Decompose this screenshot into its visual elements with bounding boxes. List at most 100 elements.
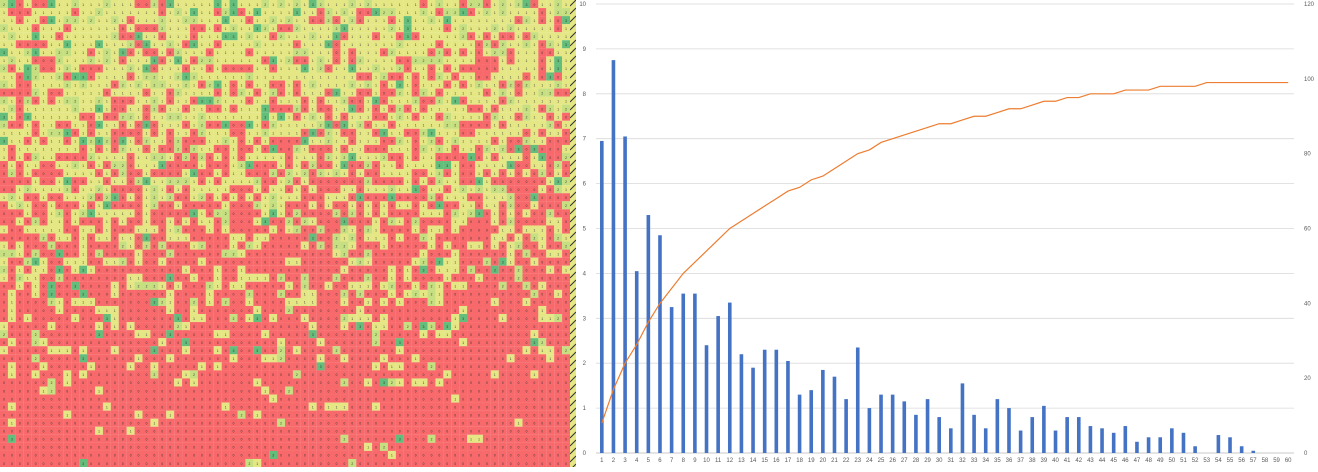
heatmap-cell-value: 1: [541, 236, 543, 240]
heatmap-cell-value: 1: [51, 107, 53, 111]
heatmap-cell-value: 0: [304, 260, 306, 264]
heatmap-cell-value: 2: [328, 19, 330, 23]
heatmap-cell-value: 1: [43, 124, 45, 128]
heatmap-cell: [197, 8, 206, 17]
heatmap-cell-value: 1: [351, 148, 353, 152]
heatmap-cell: [467, 8, 476, 17]
heatmap-cell-value: 3: [51, 19, 53, 23]
heatmap-cell-value: 0: [66, 204, 68, 208]
heatmap-cell-value: 3: [375, 99, 377, 103]
heatmap-cell-value: 0: [328, 244, 330, 248]
heatmap-cell: [387, 40, 396, 49]
heatmap-cell-value: 1: [43, 35, 45, 39]
heatmap-cell-value: 1: [478, 140, 480, 144]
heatmap-cell-value: 2: [565, 180, 567, 184]
heatmap-cell-value: 1: [454, 180, 456, 184]
heatmap-cell-value: 0: [256, 269, 258, 273]
heatmap-cell-value: 2: [288, 180, 290, 184]
heatmap-cell-value: 1: [549, 269, 551, 273]
heatmap-cell-value: 1: [98, 180, 100, 184]
heatmap-cell-value: 1: [98, 83, 100, 87]
heatmap-cell-value: 0: [169, 140, 171, 144]
heatmap-cell-value: 0: [217, 148, 219, 152]
heatmap-cell-value: 0: [320, 220, 322, 224]
heatmap-cell-value: 1: [82, 252, 84, 256]
heatmap-cell-value: 0: [565, 212, 567, 216]
heatmap-cell-value: 0: [90, 51, 92, 55]
heatmap-cell-value: 1: [304, 244, 306, 248]
heatmap-cell-value: 0: [19, 43, 21, 47]
heatmap-cell: [308, 48, 317, 57]
heatmap-cell-value: 2: [169, 196, 171, 200]
heatmap-cell-value: 1: [533, 260, 535, 264]
heatmap-cell-value: 1: [359, 3, 361, 7]
heatmap-cell-value: 0: [153, 244, 155, 248]
heatmap-cell-value: 0: [58, 35, 60, 39]
heatmap-cell-value: 2: [122, 164, 124, 168]
heatmap-cell-value: 0: [565, 164, 567, 168]
heatmap-cell-value: 1: [90, 91, 92, 95]
heatmap-cell-value: 0: [502, 252, 504, 256]
heatmap-cell-value: 0: [90, 132, 92, 136]
heatmap-cell-value: 1: [122, 75, 124, 79]
heatmap-cell-value: 3: [407, 27, 409, 31]
heatmap-cell-value: 1: [217, 156, 219, 160]
heatmap-cell-value: 1: [177, 204, 179, 208]
heatmap-cell-value: 1: [526, 59, 528, 63]
heatmap-cell-value: 1: [328, 3, 330, 7]
heatmap-cell-value: 1: [328, 75, 330, 79]
heatmap-cell: [332, 40, 341, 49]
heatmap-cell-value: 1: [446, 91, 448, 95]
heatmap-cell-value: 1: [43, 99, 45, 103]
heatmap-cell-value: 2: [438, 172, 440, 176]
heatmap-cell: [71, 8, 80, 17]
heatmap-cell-value: 0: [51, 252, 53, 256]
heatmap-cell: [427, 40, 436, 49]
heatmap-cell-value: 1: [233, 59, 235, 63]
heatmap-cell: [538, 56, 547, 65]
heatmap-cell-value: 0: [541, 196, 543, 200]
heatmap-cell: [63, 0, 72, 9]
heatmap-cell: [253, 56, 262, 65]
heatmap-cell: [364, 24, 373, 33]
heatmap-cell-value: 0: [66, 156, 68, 160]
heatmap-cell-value: 0: [423, 172, 425, 176]
heatmap-cell-value: 0: [383, 260, 385, 264]
heatmap-cell: [190, 24, 198, 33]
heatmap-cell-value: 0: [201, 180, 203, 184]
heatmap-cell-value: 1: [51, 188, 53, 192]
heatmap-cell-value: 1: [407, 140, 409, 144]
heatmap-cell: [23, 48, 32, 57]
heatmap-cell: [237, 0, 246, 9]
heatmap-cell-value: 2: [367, 3, 369, 7]
heatmap-cell-value: 0: [138, 188, 140, 192]
heatmap-cell-value: 2: [153, 83, 155, 87]
heatmap-cell-value: 2: [454, 11, 456, 15]
heatmap-cell-value: 0: [146, 252, 148, 256]
heatmap-cell-value: 1: [518, 51, 520, 55]
heatmap-cell-value: 1: [241, 107, 243, 111]
heatmap-cell-value: 3: [312, 132, 314, 136]
heatmap-cell-value: 1: [225, 180, 227, 184]
heatmap-cell-value: 1: [90, 107, 92, 111]
heatmap-cell-value: 1: [74, 196, 76, 200]
heatmap-cell-value: 3: [304, 67, 306, 71]
heatmap-cell-value: 1: [470, 140, 472, 144]
heatmap-cell-value: 0: [241, 260, 243, 264]
heatmap-cell-value: 1: [51, 35, 53, 39]
heatmap-cell: [182, 40, 191, 49]
heatmap-cell: [427, 24, 436, 33]
heatmap-cell: [0, 48, 8, 57]
heatmap-cell-value: 0: [549, 140, 551, 144]
heatmap-cell-value: 1: [272, 27, 274, 31]
heatmap-cell: [245, 56, 254, 65]
heatmap-cell-value: 1: [343, 3, 345, 7]
heatmap-cell-value: 1: [185, 132, 187, 136]
heatmap-cell-value: 1: [106, 75, 108, 79]
heatmap-cell-value: 1: [438, 83, 440, 87]
heatmap-cell-value: 1: [43, 260, 45, 264]
heatmap-cell: [522, 56, 531, 65]
heatmap-cell-value: 1: [74, 172, 76, 176]
heatmap-cell-value: 0: [407, 212, 409, 216]
heatmap-cell: [475, 32, 483, 41]
